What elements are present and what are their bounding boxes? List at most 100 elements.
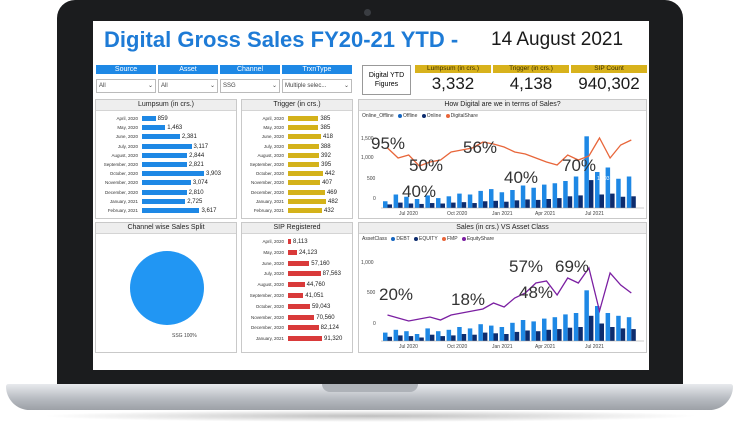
slicer-channel[interactable]: Channel SSG ⌄	[220, 65, 280, 95]
offline-bar	[489, 325, 494, 341]
online-bar	[451, 335, 456, 341]
camera-icon	[364, 9, 371, 16]
title-bar: Digital Gross Sales FY20-21 YTD - 14 Aug…	[93, 21, 649, 61]
channel-split-chart: Channel wise Sales Split SSG 100%	[95, 222, 237, 353]
bar-value-label: 44,760	[306, 282, 326, 289]
bar	[288, 282, 305, 288]
offline-bar	[531, 321, 536, 341]
slicer-asset[interactable]: Asset All ⌄	[158, 65, 218, 95]
offline-bar	[584, 136, 589, 208]
y-tick: 0	[373, 321, 376, 327]
kpi-value: 4,138	[509, 74, 553, 93]
bar-value-label: 82,124	[320, 325, 339, 332]
bar-category-label: August, 2020	[111, 152, 138, 158]
bar-value-label: 8,113	[293, 239, 308, 245]
slicer-source[interactable]: Source All ⌄	[96, 65, 156, 95]
bar-category-label: August, 2020	[257, 152, 284, 158]
bar	[288, 143, 319, 149]
online-bar	[451, 202, 456, 208]
online-bar	[588, 180, 594, 208]
bar	[288, 325, 319, 331]
online-bar	[620, 196, 626, 208]
online-bar	[567, 196, 573, 208]
offline-bar	[499, 192, 505, 208]
trigger-chart: Trigger (in crs.) April, 2020 385 May, 202…	[241, 99, 353, 219]
kpi-label: Trigger (in crs.)	[493, 65, 569, 73]
bar	[142, 162, 187, 167]
offline-bar	[531, 187, 536, 208]
offline-bar	[436, 198, 441, 208]
bar-category-label: May, 2020	[117, 125, 138, 131]
pct-callout: 18%	[451, 290, 486, 309]
legend-item: EQUITY	[419, 236, 438, 242]
online-bar	[419, 337, 424, 341]
online-bar	[514, 200, 520, 208]
bar-category-label: July, 2020	[263, 271, 284, 277]
bar-category-label: December, 2020	[250, 325, 284, 331]
online-bar	[546, 199, 551, 208]
x-tick: Jan 2021	[492, 211, 513, 217]
bar-value-label: 2,810	[188, 189, 204, 196]
laptop-lid: Digital Gross Sales FY20-21 YTD - 14 Aug…	[57, 0, 683, 404]
asset-class-chart: Sales (in crs.) VS Asset Class AssetClas…	[358, 222, 647, 353]
bar-category-label: September, 2020	[249, 162, 284, 167]
y-tick: 1,500	[361, 136, 374, 142]
chart-legend: Online_Offline Offline Online DigitalSha…	[362, 113, 478, 119]
slicer-dropdown[interactable]: All ⌄	[158, 79, 218, 93]
chevron-down-icon: ⌄	[343, 83, 349, 89]
slicer-value: Multiple selec...	[285, 83, 327, 89]
slicer-dropdown[interactable]: Multiple selec... ⌄	[282, 79, 352, 93]
bar-value-label: 3,903	[206, 171, 222, 178]
offline-bar	[404, 196, 409, 208]
slicer-trxntype[interactable]: TrxnType Multiple selec... ⌄	[282, 65, 352, 95]
online-bar	[387, 336, 392, 341]
offline-bar	[425, 195, 430, 208]
online-bar	[408, 336, 414, 341]
bar-value-label: 442	[324, 171, 335, 178]
bar	[142, 208, 200, 213]
bar	[288, 134, 321, 140]
offline-bar	[626, 176, 632, 208]
slicer-label: Channel	[220, 65, 280, 74]
legend-title: AssetClass	[362, 236, 388, 242]
x-tick: Apr 2021	[535, 344, 556, 350]
online-bar	[535, 199, 541, 208]
bar-value-label: 385	[320, 116, 331, 122]
legend-item: Offline	[403, 113, 418, 119]
pct-callout: 40%	[504, 168, 539, 187]
bar	[288, 239, 292, 244]
online-bar	[408, 203, 414, 208]
bar-value-label: 70,560	[316, 314, 335, 321]
offline-bar	[478, 324, 483, 341]
bar-data-label: 1,593	[597, 176, 610, 182]
slicer-bar: Source All ⌄ Asset All ⌄ Channel SSG ⌄ Trxn…	[96, 65, 358, 95]
kpi-value: 940,302	[578, 74, 640, 93]
bar-value-label: 1,463	[167, 125, 183, 132]
online-bar	[461, 202, 467, 208]
bar	[288, 125, 319, 131]
slicer-dropdown[interactable]: SSG ⌄	[220, 79, 280, 93]
laptop-notch	[322, 384, 418, 392]
offline-bar	[404, 331, 409, 341]
bar-value-label: 482	[328, 198, 339, 205]
slicer-dropdown[interactable]: All ⌄	[96, 79, 156, 93]
bar	[288, 271, 321, 277]
bar-data-label: 362	[597, 265, 606, 271]
bar-value-label: 2,844	[189, 152, 205, 159]
bar-category-label: June, 2020	[261, 134, 284, 140]
bar	[288, 303, 310, 309]
offline-bar	[573, 313, 579, 341]
online-bar	[514, 331, 520, 341]
offline-bar	[393, 329, 399, 341]
legend-item: EquityShare	[466, 236, 495, 242]
legend-dot	[398, 113, 402, 118]
bar	[288, 249, 297, 255]
bar-value-label: 385	[320, 125, 331, 132]
legend-dot	[391, 236, 396, 241]
x-tick: Oct 2020	[447, 211, 468, 217]
legend-dot	[421, 113, 426, 118]
bar	[288, 336, 322, 342]
offline-bar	[595, 306, 600, 341]
bar-category-label: July, 2020	[117, 143, 138, 149]
bar-category-label: February, 2021	[253, 208, 284, 213]
